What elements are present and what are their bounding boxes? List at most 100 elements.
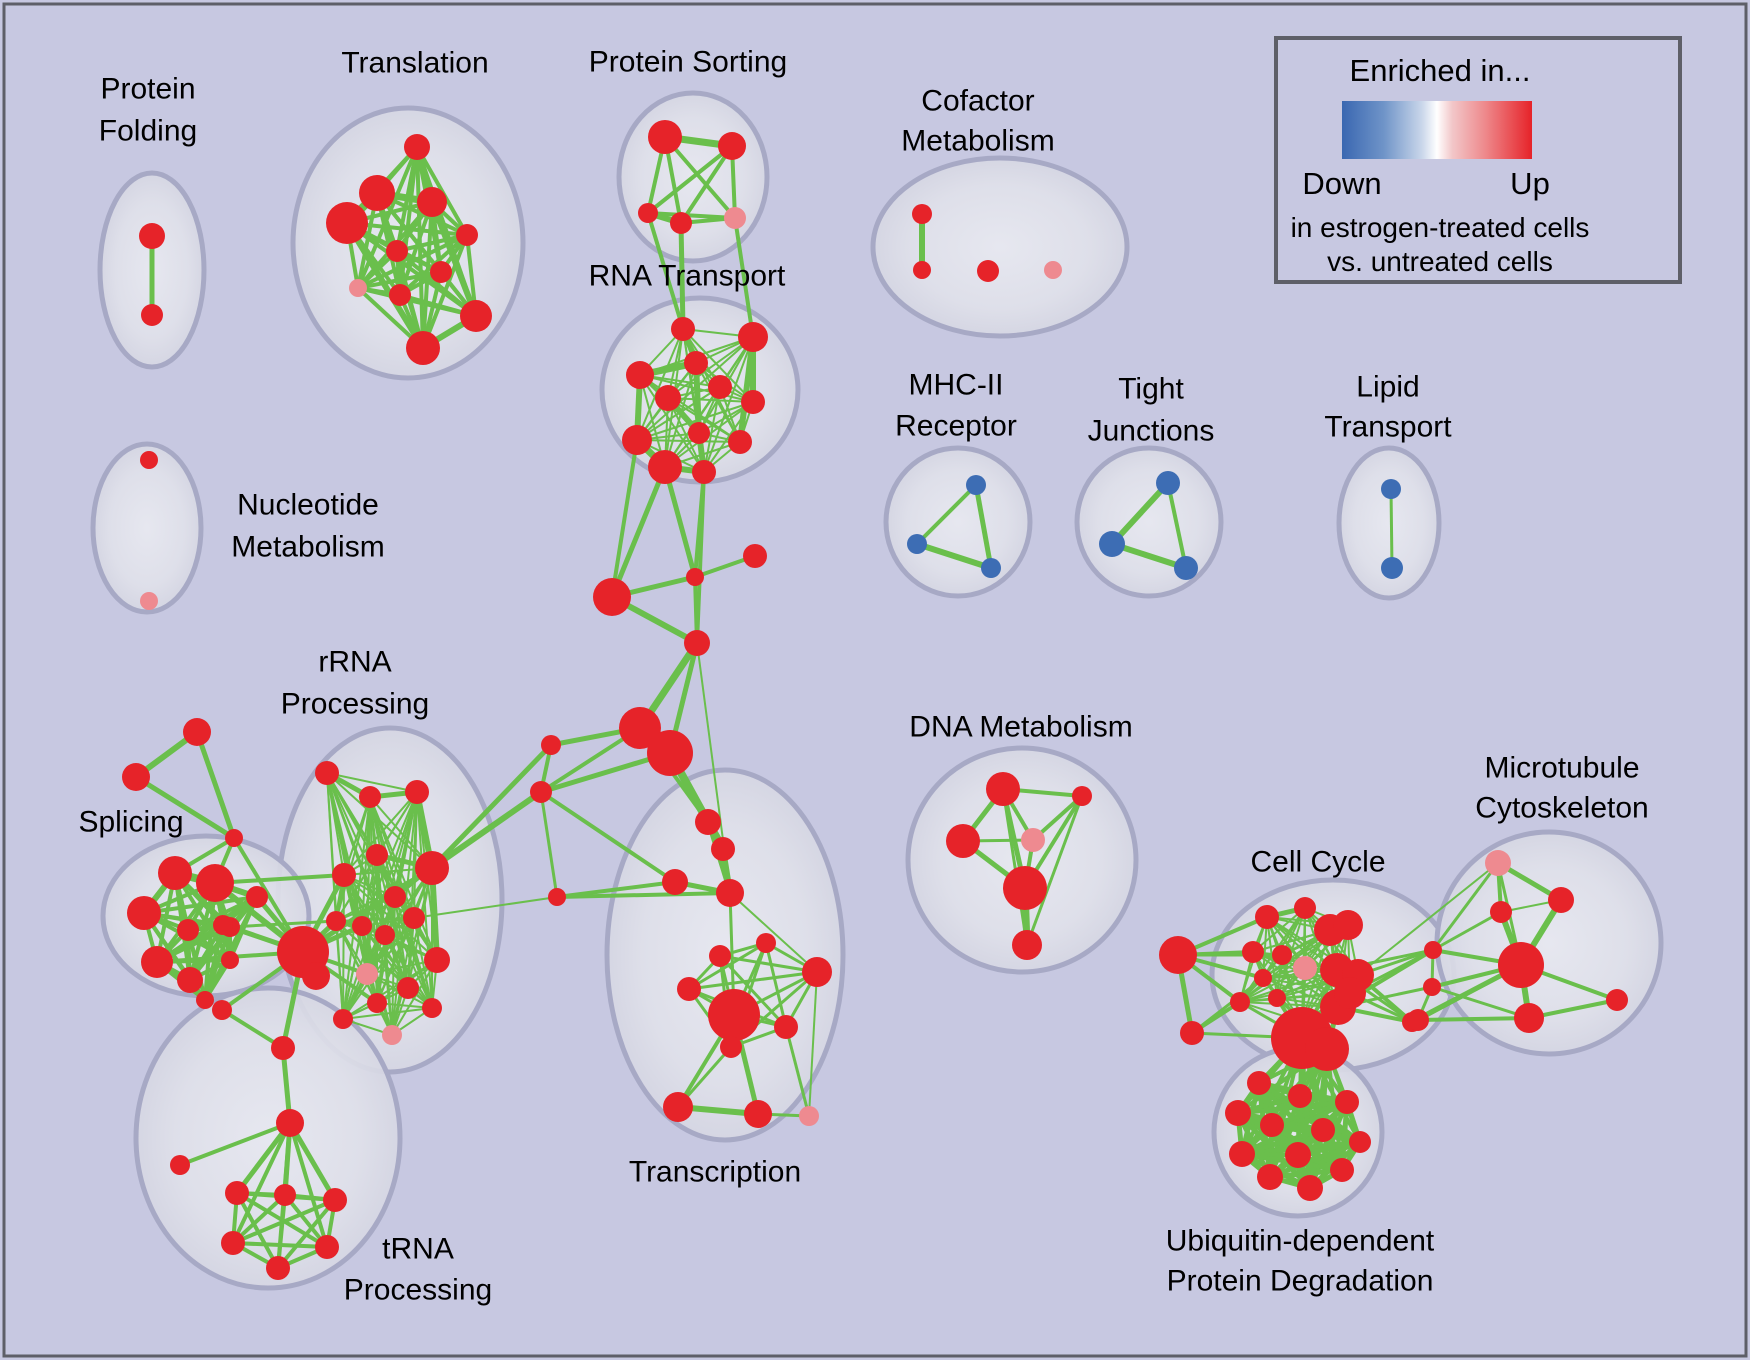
cluster-label-protein-folding: Protein [100, 73, 195, 106]
gene-set-node [709, 945, 731, 967]
gene-set-node [802, 957, 832, 987]
gene-set-node [648, 120, 682, 154]
gene-set-node [141, 304, 163, 326]
gene-set-node [1293, 956, 1317, 980]
enrichment-overlap-edge [342, 925, 363, 1020]
nodes-layer [122, 120, 1628, 1280]
cluster-label-rrna-processing: rRNA [318, 646, 391, 679]
enrichment-overlap-edge [739, 336, 754, 443]
gene-set-node [406, 331, 440, 365]
enrichment-overlap-edge [288, 1122, 329, 1248]
cluster-ellipse-mhc-ii-receptor [883, 445, 1033, 599]
gene-set-node [389, 284, 411, 306]
cluster-ellipse-nucleotide-metabolism [90, 441, 204, 615]
gene-set-node [1272, 945, 1292, 965]
gene-set-node [756, 933, 776, 953]
gene-set-node [1330, 1158, 1354, 1182]
gene-set-node [183, 718, 211, 746]
gene-set-node [1294, 897, 1316, 919]
enrichment-overlap-edge [703, 401, 754, 473]
enrichment-overlap-edge [342, 917, 415, 1020]
cluster-label-tight-junctions: Tight [1118, 373, 1184, 406]
gene-set-node [196, 864, 234, 902]
gene-set-node [276, 1109, 304, 1137]
enrichment-overlap-edge [413, 896, 558, 919]
gene-set-node [127, 896, 161, 930]
legend-title: Enriched in... [1349, 53, 1531, 88]
cluster-label-trna-processing: tRNA [382, 1233, 454, 1266]
gene-set-node [384, 886, 406, 908]
enrichment-overlap-edge [1237, 1100, 1348, 1115]
gene-set-node [619, 707, 661, 749]
enrichment-overlap-edge [366, 917, 415, 975]
gene-set-node [1490, 901, 1512, 923]
cluster-label-protein-folding: Folding [99, 115, 197, 148]
gene-set-node [404, 134, 430, 160]
enrichment-overlap-edge [915, 483, 978, 546]
gene-set-node [966, 475, 986, 495]
enrichment-overlap-edge [679, 144, 734, 225]
enrichment-overlap-edge [276, 1198, 337, 1270]
enrichment-overlap-edge [610, 439, 639, 598]
gene-set-node [744, 1100, 772, 1128]
enrichment-overlap-edge [326, 772, 418, 793]
enrichment-overlap-edge [729, 892, 818, 973]
enrichment-overlap-edge [391, 917, 415, 1036]
color-legend: Enriched in... Down Up in estrogen-treat… [1274, 36, 1682, 284]
gene-set-node [716, 879, 744, 907]
gene-set-node [246, 886, 268, 908]
enrichment-overlap-edge [342, 874, 345, 1020]
legend-caption-line1: in estrogen-treated cells [1290, 212, 1590, 243]
gene-set-node [977, 260, 999, 282]
enrichment-overlap-edge [342, 791, 418, 1020]
gene-set-node [1423, 978, 1441, 996]
gene-set-node [622, 425, 652, 455]
enrichment-overlap-edge [1389, 488, 1394, 569]
gene-set-node [1305, 1027, 1349, 1071]
enrichment-overlap-edge [764, 942, 788, 1028]
enrichment-overlap-edge [646, 144, 734, 215]
gene-set-node [663, 1092, 693, 1122]
enrichment-overlap-edge [678, 222, 686, 330]
enrichment-overlap-edge [1431, 862, 1500, 951]
cluster-label-rrna-processing: Processing [281, 688, 429, 721]
cluster-label-dna-metabolism: DNA Metabolism [909, 711, 1132, 744]
cluster-label-nucleotide-metabolism: Nucleotide [237, 489, 379, 522]
gene-set-node [1174, 556, 1198, 580]
enrichment-overlap-edge [1417, 1016, 1530, 1022]
enrichment-overlap-edge [231, 1122, 292, 1244]
gene-set-node [158, 856, 192, 890]
enrichment-overlap-edge [396, 233, 468, 253]
gene-set-node [981, 558, 1001, 578]
cluster-label-ubiquitin-degradation: Ubiquitin-dependent [1166, 1225, 1435, 1258]
enrichment-overlap-edge [719, 954, 818, 974]
gene-set-node [647, 730, 693, 776]
enrichment-overlap-edge [539, 790, 677, 884]
enrichment-overlap-edge [646, 212, 685, 330]
gene-set-node [912, 204, 932, 224]
enrichment-overlap-edge [235, 1121, 292, 1195]
enrichment-overlap-edge [784, 1026, 811, 1117]
gene-set-node [1333, 910, 1363, 940]
gene-set-node [1288, 1084, 1312, 1108]
cluster-ellipse-cofactor-metabolism [870, 155, 1130, 339]
enrichment-overlap-edge [636, 386, 721, 441]
cluster-label-ubiquitin-degradation: Protein Degradation [1167, 1265, 1434, 1298]
cluster-label-cofactor-metabolism: Cofactor [921, 85, 1034, 118]
gene-set-node [1044, 261, 1062, 279]
cluster-label-lipid-transport: Transport [1324, 411, 1452, 444]
gene-set-node [1334, 977, 1366, 1009]
gene-set-node [386, 240, 408, 262]
gene-set-node [738, 322, 768, 352]
gene-set-node [1229, 1141, 1255, 1167]
legend-caption-line2: vs. untreated cells [1327, 246, 1553, 277]
gene-set-node [648, 450, 682, 484]
enrichment-overlap-edge [287, 1121, 338, 1202]
enrichment-overlap-edge [1025, 795, 1084, 946]
enrichment-overlap-edge [203, 924, 225, 1001]
enrichment-overlap-edge [688, 970, 818, 991]
gene-set-node [359, 786, 381, 808]
gene-set-node [718, 132, 746, 160]
gene-set-node [403, 907, 425, 929]
